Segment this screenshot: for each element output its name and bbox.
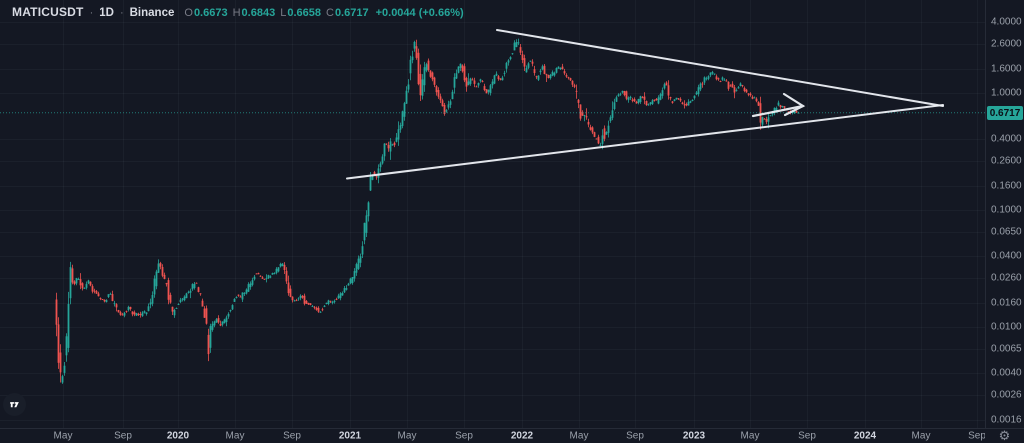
price-tick-label: 0.1000 (991, 204, 1022, 216)
price-tick-label: 0.0040 (991, 367, 1022, 379)
legend-separator: · (89, 7, 94, 19)
open-value: 0.6673 (193, 7, 228, 19)
last-price-badge: 0.6717 (987, 106, 1023, 120)
tradingview-logo-icon (10, 402, 19, 408)
price-tick-label: 0.0650 (991, 226, 1022, 237)
time-tick-label: May (911, 430, 931, 442)
legend-separator: · (119, 7, 124, 19)
exchange-label[interactable]: Binance (129, 7, 175, 19)
low-value: 0.6658 (287, 7, 321, 19)
time-tick-label: 2023 (682, 430, 706, 442)
tradingview-logo[interactable] (3, 393, 26, 416)
time-tick-label: 2020 (166, 430, 190, 442)
time-tick-label: 2024 (853, 430, 877, 442)
low-label: L (280, 7, 287, 19)
axis-corner: ⚙ (985, 428, 1024, 443)
time-tick-label: Sep (968, 430, 985, 442)
time-axis[interactable]: May Sep 2020 May Sep 2021 May Sep 2022 May Sep 2023… (0, 428, 985, 443)
time-tick-label: May (569, 430, 589, 442)
price-tick-label: 4.0000 (991, 16, 1022, 28)
time-tick-label: Sep (626, 430, 644, 442)
symbol-name[interactable]: MATICUSDT (12, 5, 84, 19)
price-tick-label: 0.0065 (991, 343, 1022, 355)
time-tick-label: Sep (114, 430, 132, 442)
price-tick-label: 0.0160 (991, 297, 1022, 309)
trendline-annotation[interactable] (496, 29, 944, 107)
price-tick-label: 0.1600 (991, 180, 1022, 192)
chart-plot-area[interactable]: MATICUSDT · 1D · Binance O 0.6673 H 0.6843… (0, 0, 985, 428)
close-label: C (325, 7, 334, 19)
price-axis[interactable]: 0.6717 4.0000 2.6000 1.6000 1.0000 0.4000 0.2… (985, 0, 1024, 428)
axis-settings-gear-icon[interactable]: ⚙ (998, 428, 1011, 443)
price-tick-label: 0.0026 (991, 389, 1022, 401)
price-tick-label: 0.0016 (991, 414, 1022, 426)
interval-label[interactable]: 1D (99, 7, 114, 19)
time-tick-label: May (225, 430, 245, 442)
price-tick-label: 0.0260 (991, 272, 1022, 284)
arrow-annotation[interactable] (751, 92, 806, 118)
time-tick-label: May (397, 430, 417, 442)
time-tick-label: 2021 (338, 430, 362, 442)
grid-lines (0, 0, 985, 428)
open-label: O (184, 7, 193, 19)
price-tick-label: 1.6000 (991, 63, 1022, 75)
price-tick-label: 2.6000 (991, 38, 1022, 50)
time-tick-label: Sep (798, 430, 816, 442)
time-tick-label: Sep (283, 430, 301, 442)
high-value: 0.6843 (241, 7, 276, 19)
time-tick-label: May (53, 430, 73, 442)
time-tick-label: 2022 (510, 430, 534, 442)
price-tick-label: 0.0100 (991, 321, 1022, 333)
price-tick-label: 0.4000 (991, 133, 1022, 145)
price-tick-label: 0.2600 (991, 155, 1022, 167)
close-value: 0.6717 (334, 7, 369, 19)
time-tick-label: May (740, 430, 760, 442)
symbol-legend: MATICUSDT · 1D · Binance O 0.6673 H 0.6843… (12, 5, 464, 19)
trendline-annotation[interactable] (346, 104, 944, 180)
price-tick-label: 1.0000 (991, 87, 1022, 98)
candlestick-series (55, 38, 800, 384)
change-value: +0.0044 (+0.66%) (375, 7, 464, 19)
ohlc-values: O 0.6673 H 0.6843 L 0.6658 C 0.6717 +0.0044 … (184, 7, 463, 19)
price-chart-canvas[interactable] (0, 0, 985, 428)
price-tick-label: 0.0400 (991, 250, 1022, 262)
time-tick-label: Sep (455, 430, 473, 442)
high-label: H (232, 7, 241, 19)
